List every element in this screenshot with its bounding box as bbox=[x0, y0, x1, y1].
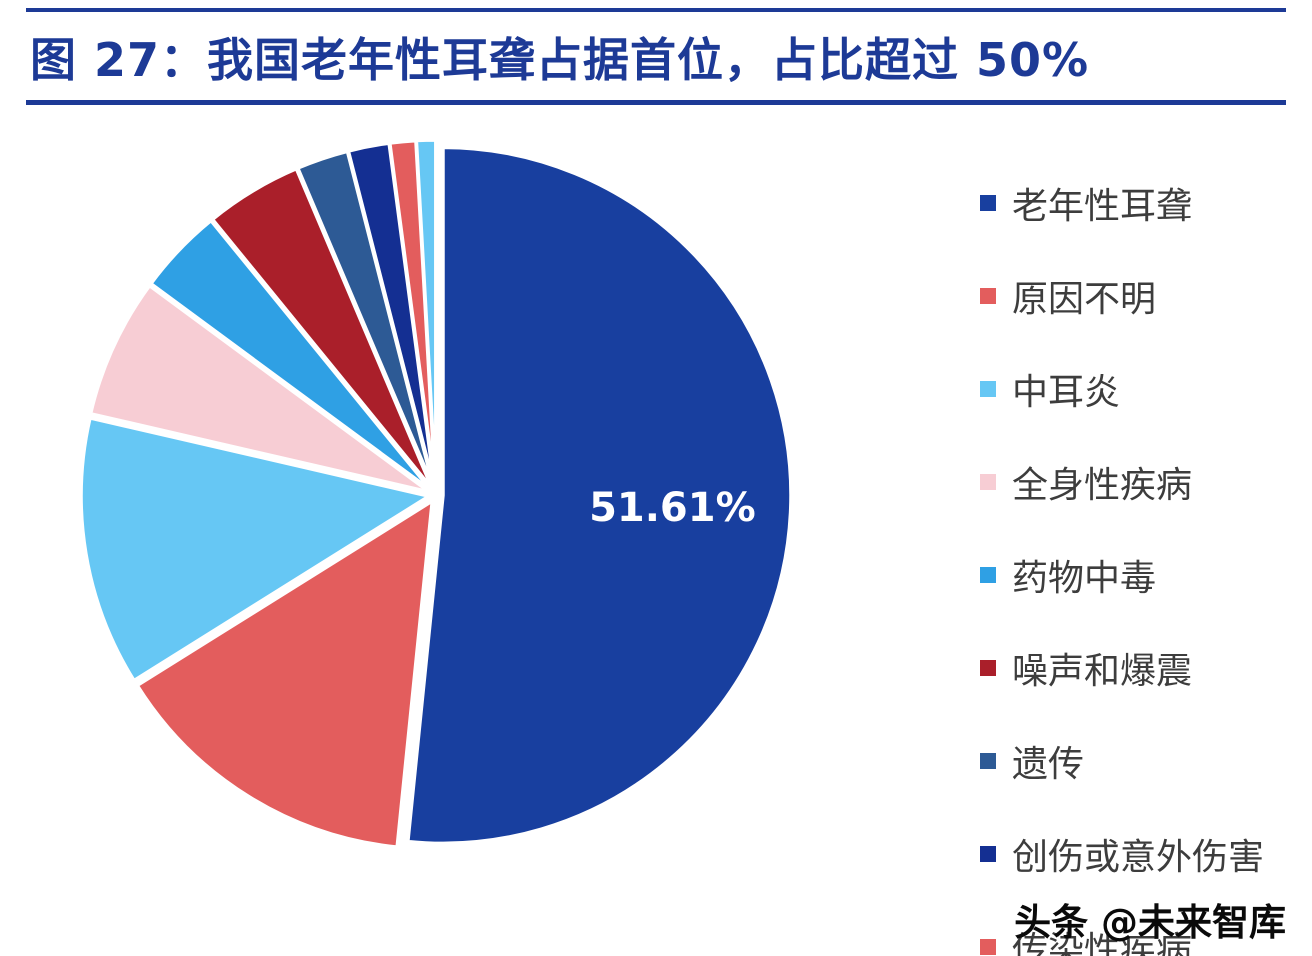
legend-label: 老年性耳聋 bbox=[1011, 186, 1192, 227]
legend-swatch bbox=[979, 567, 996, 583]
figure-title: 图 27：我国老年性耳聋占据首位，占比超过 50% bbox=[30, 33, 1090, 87]
legend-item: 遗传 bbox=[979, 735, 1264, 787]
legend-label: 创伤或意外伤害 bbox=[1011, 837, 1264, 878]
legend-swatch bbox=[979, 474, 996, 490]
legend-label: 原因不明 bbox=[1011, 279, 1156, 320]
legend-item: 传染性疾病 bbox=[979, 921, 1264, 956]
watermark: 头条 @未来智库 bbox=[1014, 901, 1286, 944]
legend-swatch bbox=[979, 195, 996, 211]
legend-label: 全身性疾病 bbox=[1011, 465, 1192, 506]
legend-item: 全身性疾病 bbox=[979, 456, 1264, 508]
legend-label: 传染性疾病 bbox=[1011, 930, 1192, 956]
pie-data-label: 51.61% bbox=[589, 485, 756, 531]
legend-swatch bbox=[979, 753, 996, 769]
legend-label: 遗传 bbox=[1011, 744, 1084, 785]
pie-slice-unlabeled bbox=[414, 138, 438, 490]
legend: 老年性耳聋 原因不明 中耳炎 全身性疾病 药物中毒 噪声和爆震 遗传 创伤或意外… bbox=[979, 177, 1264, 956]
pie-slice-药物中毒 bbox=[149, 218, 433, 492]
legend-item: 中耳炎 bbox=[979, 363, 1264, 415]
chart-area: 51.61% 老年性耳聋 原因不明 中耳炎 全身性疾病 药物中毒 噪声和爆震 遗… bbox=[0, 105, 1312, 956]
legend-item: 药物中毒 bbox=[979, 549, 1264, 601]
pie-chart-container: 51.61% bbox=[68, 123, 808, 887]
legend-label: 药物中毒 bbox=[1011, 558, 1156, 599]
legend-swatch bbox=[979, 846, 996, 862]
pie-slice-老年性耳聋 bbox=[406, 145, 793, 846]
title-underline bbox=[26, 100, 1286, 105]
legend-swatch bbox=[979, 288, 996, 304]
legend-swatch bbox=[979, 660, 996, 676]
pie-chart: 51.61% bbox=[79, 138, 793, 849]
legend-item: 噪声和爆震 bbox=[979, 642, 1264, 694]
pie-slice-中耳炎 bbox=[79, 416, 431, 683]
legend-label: 中耳炎 bbox=[1011, 372, 1120, 413]
top-rule bbox=[26, 8, 1286, 12]
legend-item: 原因不明 bbox=[979, 270, 1264, 322]
legend-item: 老年性耳聋 bbox=[979, 177, 1264, 229]
pie-slice-全身性疾病 bbox=[88, 283, 432, 494]
legend-swatch bbox=[979, 939, 996, 955]
legend-item: 创伤或意外伤害 bbox=[979, 828, 1264, 880]
pie-slice-原因不明 bbox=[135, 499, 435, 849]
legend-swatch bbox=[979, 381, 996, 397]
legend-label: 噪声和爆震 bbox=[1011, 651, 1192, 692]
